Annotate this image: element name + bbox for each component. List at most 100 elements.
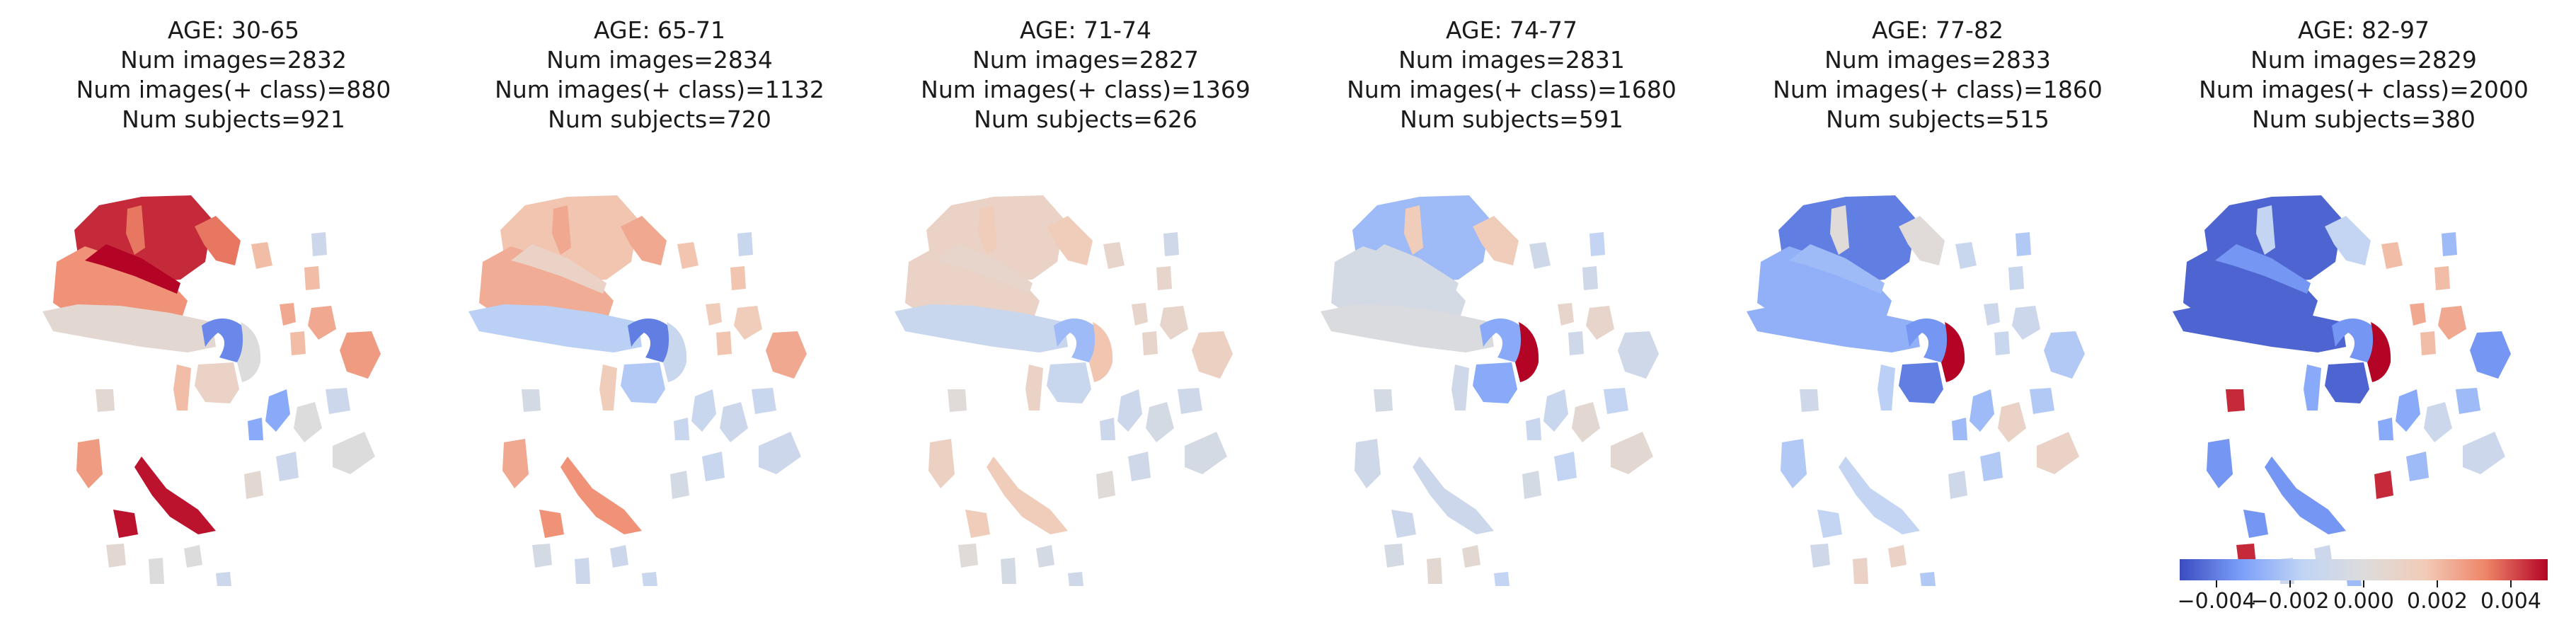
region-scatter-d	[958, 544, 978, 568]
region-cortex-patch	[2438, 306, 2466, 340]
num-positive-label: Num images(+ class)=2000	[2199, 76, 2529, 103]
region-scatter-b	[2456, 388, 2480, 414]
region-scatter-b	[1589, 232, 1605, 256]
colorbar-tick-label: −0.002	[2250, 589, 2330, 614]
region-occipital	[1355, 439, 1381, 488]
region-frontal-vessel	[1789, 244, 1885, 294]
region-occipital	[1781, 439, 1807, 488]
region-ventricle	[2332, 318, 2374, 362]
num-subjects-label: Num subjects=921	[122, 105, 345, 133]
region-scatter-c	[759, 432, 801, 474]
region-scatter-b	[216, 572, 231, 586]
region-scatter-c	[1185, 432, 1227, 474]
panel-age-82-97: AGE: 82-97 Num images=2829 Num images(+ …	[2166, 0, 2562, 637]
panel-age-65-71: AGE: 65-71 Num images=2834 Num images(+ …	[461, 0, 858, 637]
region-scatter-a	[1103, 242, 1125, 269]
region-cerebellum	[965, 510, 990, 538]
region-scatter-a	[2008, 266, 2024, 290]
region-scatter-c	[1462, 545, 1480, 568]
region-scatter-c	[2424, 402, 2452, 442]
region-scatter-c	[184, 545, 202, 568]
region-insula	[1830, 205, 1849, 255]
colorbar-tick	[2216, 580, 2217, 587]
region-occipital	[1192, 331, 1233, 379]
region-posterior	[691, 389, 716, 432]
region-scatter-c	[2463, 432, 2505, 474]
region-cerebellum	[1413, 457, 1494, 534]
region-scatter-b	[642, 572, 657, 586]
region-thalamus	[621, 362, 665, 403]
region-scatter-c	[294, 402, 322, 442]
region-scatter-b	[1604, 388, 1628, 414]
colorbar-tick-label: 0.002	[2407, 589, 2468, 614]
colorbar-gradient	[2180, 559, 2548, 580]
region-scatter-b	[1554, 452, 1577, 481]
panel-age-77-82: AGE: 77-82 Num images=2833 Num images(+ …	[1740, 0, 2136, 637]
panel-age-30-65: AGE: 30-65 Num images=2832 Num images(+ …	[35, 0, 432, 637]
num-images-label: Num images=2832	[120, 46, 347, 74]
region-scatter-a	[251, 242, 272, 269]
region-scatter-d	[532, 544, 552, 568]
region-scatter-b	[1920, 572, 1936, 586]
region-scatter-c	[1853, 558, 1868, 584]
colorbar-tick	[2510, 580, 2512, 587]
region-occipital	[2207, 439, 2233, 488]
region-scatter-b	[752, 388, 776, 414]
region-insula	[621, 216, 667, 265]
region-hippocampus	[1451, 365, 1469, 411]
region-scatter-b	[1178, 388, 1202, 414]
region-ventricle	[1906, 318, 1948, 362]
num-positive-label: Num images(+ class)=880	[76, 76, 391, 103]
region-ventricle	[1480, 318, 1522, 362]
region-cerebellum	[2265, 457, 2346, 534]
region-thalamus	[1047, 362, 1091, 403]
region-frontal-vessel	[2215, 244, 2311, 294]
brain-slice-map	[42, 195, 381, 586]
region-cortex-patch	[1132, 303, 1148, 326]
region-scatter-a	[2381, 242, 2403, 269]
region-scatter-b	[2016, 232, 2031, 256]
region-frontal-vessel	[937, 244, 1033, 294]
region-occipital	[76, 439, 103, 488]
region-caudate	[237, 322, 261, 382]
panel-age-71-74: AGE: 71-74 Num images=2827 Num images(+ …	[887, 0, 1284, 637]
region-insula	[2256, 205, 2275, 255]
num-images-label: Num images=2833	[1824, 46, 2051, 74]
panel-age-74-77: AGE: 74-77 Num images=2831 Num images(+ …	[1313, 0, 1710, 637]
region-cortex-patch	[1586, 306, 1614, 340]
region-scatter-a	[677, 242, 698, 269]
region-caudate	[1941, 322, 1965, 382]
region-scatter-d	[2226, 389, 2245, 412]
num-subjects-label: Num subjects=626	[974, 105, 1197, 133]
region-cortex-patch	[734, 306, 762, 340]
colorbar-tick	[2363, 580, 2364, 587]
region-scatter-a	[2420, 331, 2436, 355]
brain-slice-map	[2173, 195, 2511, 586]
num-subjects-label: Num subjects=380	[2252, 105, 2476, 133]
region-frontal-vessel	[1363, 244, 1459, 294]
region-scatter-a	[304, 266, 320, 290]
region-scatter-d	[2374, 471, 2393, 499]
region-scatter-d	[244, 471, 263, 499]
colorbar-tick-label: −0.004	[2177, 589, 2256, 614]
num-subjects-label: Num subjects=515	[1826, 105, 2049, 133]
colorbar-fill	[2180, 559, 2548, 580]
region-occipital	[340, 331, 381, 379]
region-scatter-b	[1494, 572, 1510, 586]
region-scatter-a	[290, 331, 306, 355]
region-insula	[195, 216, 241, 265]
region-scatter-c	[333, 432, 375, 474]
brain-slice-map	[1321, 195, 1659, 586]
region-scatter-d	[670, 471, 689, 499]
num-images-label: Num images=2827	[972, 46, 1199, 74]
region-scatter-c	[1427, 558, 1442, 584]
colorbar-tick	[2289, 580, 2291, 587]
num-images-label: Num images=2834	[546, 46, 773, 74]
region-scatter-b	[1980, 452, 2003, 481]
num-positive-label: Num images(+ class)=1680	[1347, 76, 1677, 103]
region-hippocampus	[1878, 365, 1895, 411]
region-caudate	[1089, 322, 1113, 382]
region-scatter-c	[575, 558, 590, 584]
region-thalamus	[2325, 362, 2369, 403]
age-label: AGE: 30-65	[168, 16, 299, 44]
